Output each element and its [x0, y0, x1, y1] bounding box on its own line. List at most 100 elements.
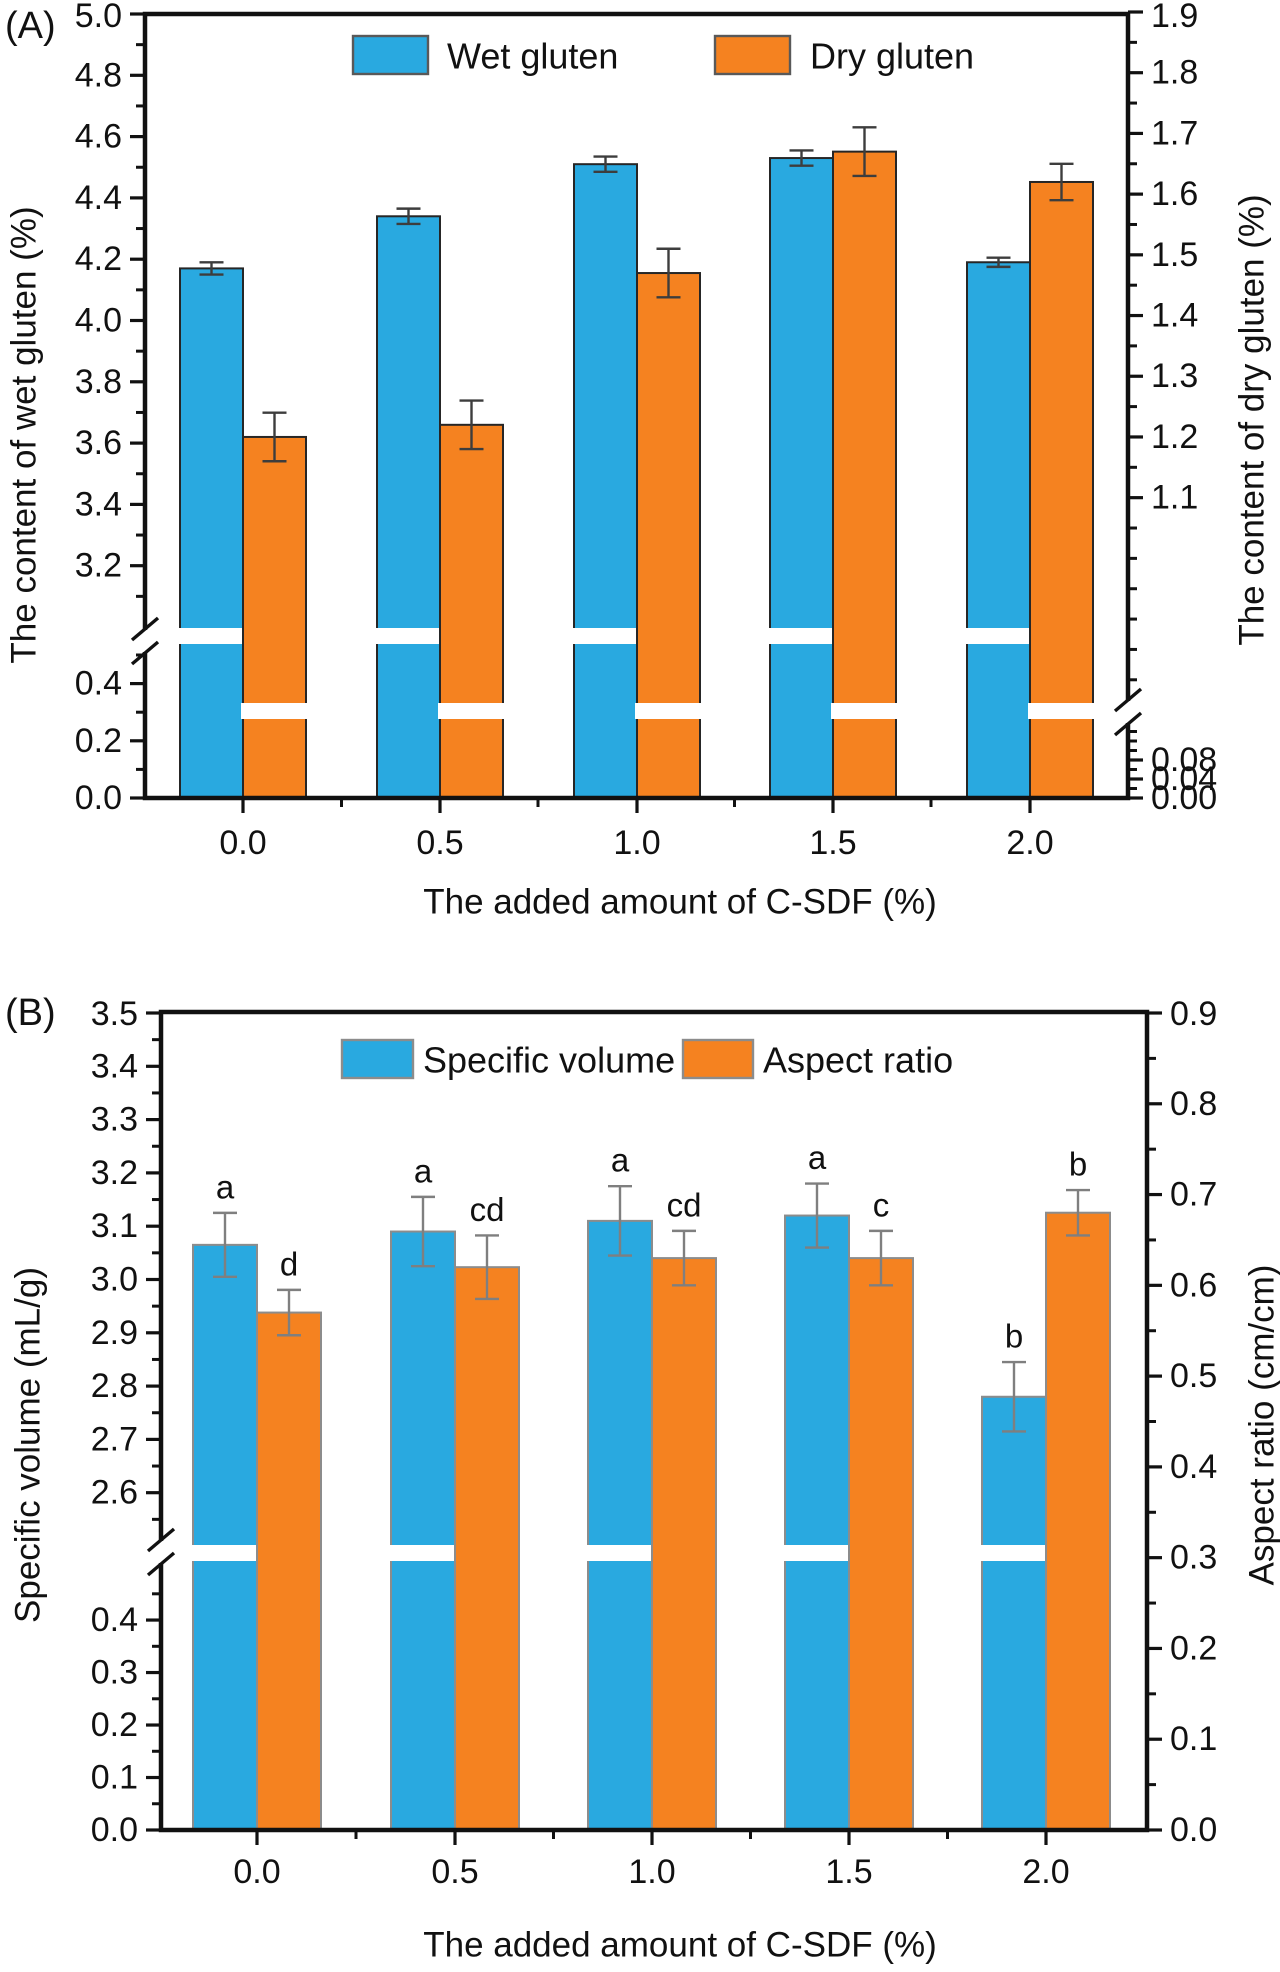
- axis-break-bar-gap: [1028, 703, 1095, 719]
- panel-label: (A): [5, 5, 56, 47]
- bar: [967, 262, 1030, 798]
- x-tick-label: 0.0: [233, 1853, 280, 1891]
- axis-break-bar-gap: [241, 703, 308, 719]
- significance-letter: b: [1005, 1318, 1023, 1355]
- legend-swatch: [683, 1040, 753, 1078]
- significance-letter: b: [1069, 1146, 1087, 1183]
- bar: [193, 1245, 257, 1830]
- legend-swatch: [342, 1040, 413, 1078]
- tick-label: 0.8: [1170, 1085, 1217, 1123]
- axis-break-bar-gap: [635, 703, 702, 719]
- y-axis-title: The content of wet gluten (%): [5, 206, 44, 663]
- tick-label: 0.2: [91, 1706, 138, 1744]
- significance-letter: a: [808, 1139, 827, 1176]
- tick-label: 4.2: [75, 240, 122, 278]
- axis-break-bar-gap: [375, 628, 442, 644]
- tick-label: 3.4: [91, 1047, 138, 1085]
- bar: [652, 1258, 716, 1830]
- tick-label: 3.8: [75, 363, 122, 401]
- x-tick-label: 1.5: [809, 824, 856, 862]
- axis-break-bar-gap: [572, 628, 639, 644]
- bar: [391, 1232, 455, 1830]
- legend-label: Specific volume: [423, 1040, 675, 1081]
- significance-letter: d: [280, 1245, 298, 1282]
- axis-break-bar-gap: [438, 703, 505, 719]
- tick-label: 4.8: [75, 56, 122, 94]
- tick-label: 3.3: [91, 1101, 138, 1139]
- bar: [377, 216, 440, 798]
- tick-label: 0.1: [1170, 1720, 1217, 1758]
- tick-label: 2.6: [91, 1474, 138, 1512]
- x-tick-label: 2.0: [1006, 824, 1053, 862]
- tick-label: 1.1: [1151, 479, 1198, 517]
- bar: [637, 273, 700, 798]
- tick-label: 4.6: [75, 118, 122, 156]
- bar: [180, 268, 243, 798]
- legend-swatch: [715, 36, 790, 74]
- tick-label: 0.1: [91, 1759, 138, 1797]
- y-axis-title: Aspect ratio (cm/cm): [1243, 1265, 1280, 1586]
- x-tick-label: 0.0: [219, 824, 266, 862]
- significance-letter: a: [611, 1142, 630, 1179]
- left-axis: 3.53.43.33.23.13.02.92.82.72.60.40.30.20…: [9, 995, 175, 1849]
- significance-letter: cd: [470, 1191, 505, 1228]
- tick-label: 0.0: [1170, 1811, 1217, 1849]
- legend-swatch: [353, 36, 428, 74]
- tick-label: 1.6: [1151, 175, 1198, 213]
- tick-label: 0.2: [75, 722, 122, 760]
- x-tick-label: 1.5: [825, 1853, 872, 1891]
- panel-label: (B): [5, 992, 56, 1034]
- tick-label: 3.5: [91, 995, 138, 1033]
- significance-letter: a: [216, 1168, 235, 1205]
- bar: [982, 1397, 1046, 1830]
- bar: [243, 437, 306, 798]
- tick-label: 3.0: [91, 1260, 138, 1298]
- significance-letter: a: [414, 1152, 433, 1189]
- axis-break-bar-gap: [768, 628, 835, 644]
- bar: [574, 164, 637, 798]
- bar: [785, 1216, 849, 1830]
- axis-break-bar-gap: [980, 1545, 1048, 1561]
- axis-break-bar-gap: [191, 1545, 259, 1561]
- right-axis: 1.91.81.71.61.51.41.31.21.10.080.040.00T…: [1115, 0, 1272, 817]
- tick-label: 3.2: [91, 1154, 138, 1192]
- axis-break-bar-gap: [178, 628, 245, 644]
- tick-label: 4.4: [75, 179, 122, 217]
- tick-label: 0.9: [1170, 995, 1217, 1033]
- y-axis-title: The content of dry gluten (%): [1233, 194, 1272, 645]
- legend: Specific volume Aspect ratio: [342, 1040, 953, 1081]
- tick-label: 2.9: [91, 1314, 138, 1352]
- tick-label: 1.5: [1151, 236, 1198, 274]
- tick-label: 3.2: [75, 547, 122, 585]
- tick-label: 0.2: [1170, 1629, 1217, 1667]
- tick-label: 1.3: [1151, 357, 1198, 395]
- tick-label: 0.00: [1151, 779, 1217, 817]
- tick-label: 0.5: [1170, 1357, 1217, 1395]
- tick-label: 0.0: [75, 779, 122, 817]
- x-tick-label: 0.5: [431, 1853, 478, 1891]
- tick-label: 3.4: [75, 485, 122, 523]
- axis-break-bar-gap: [965, 628, 1032, 644]
- x-tick-label: 2.0: [1022, 1853, 1069, 1891]
- tick-label: 0.7: [1170, 1176, 1217, 1214]
- tick-label: 5.0: [75, 0, 122, 35]
- tick-label: 0.3: [91, 1654, 138, 1692]
- left-axis: 5.04.84.64.44.24.03.83.63.43.20.40.20.0T…: [5, 0, 159, 817]
- x-tick-label: 0.5: [416, 824, 463, 862]
- significance-letter: cd: [667, 1186, 702, 1223]
- axis-break-bar-gap: [783, 1545, 851, 1561]
- bar: [833, 152, 896, 798]
- legend-label: Dry gluten: [810, 36, 974, 77]
- tick-label: 0.6: [1170, 1266, 1217, 1304]
- legend-label: Aspect ratio: [763, 1040, 953, 1081]
- tick-label: 2.7: [91, 1420, 138, 1458]
- significance-letter: c: [873, 1186, 890, 1223]
- tick-label: 0.4: [75, 665, 122, 703]
- tick-label: 1.2: [1151, 418, 1198, 456]
- tick-label: 0.4: [1170, 1448, 1217, 1486]
